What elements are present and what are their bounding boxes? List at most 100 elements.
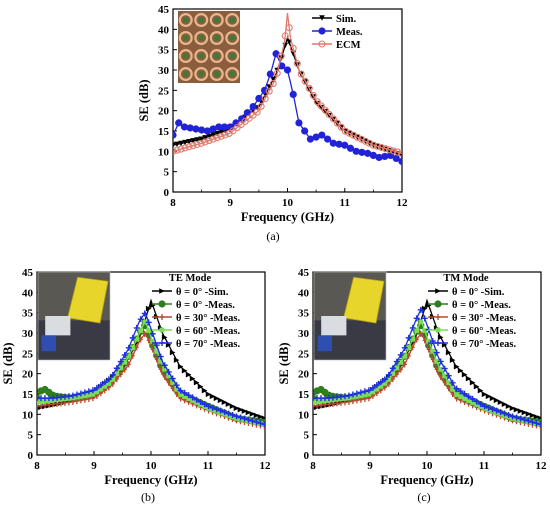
inset-photo-metasurface: [178, 11, 240, 83]
data-point: [422, 337, 427, 344]
data-point: [221, 131, 229, 139]
data-point: [377, 143, 385, 152]
data-point: [117, 358, 124, 365]
data-point: [249, 103, 257, 111]
data-point: [245, 409, 252, 416]
data-point: [357, 135, 365, 143]
y-tick-label: 15: [298, 389, 310, 401]
data-point: [418, 319, 424, 325]
y-tick-label: 5: [164, 167, 170, 179]
legend-title: TE Mode: [169, 273, 212, 284]
data-point: [414, 336, 419, 343]
data-point: [361, 137, 369, 145]
data-point: [157, 353, 164, 360]
data-point: [441, 365, 448, 372]
data-point: [421, 315, 428, 322]
data-point: [386, 380, 391, 387]
data-point: [433, 349, 440, 356]
data-point: [253, 412, 260, 419]
plot-area: [37, 298, 265, 430]
data-point: [489, 406, 496, 413]
data-point: [225, 401, 232, 408]
series-meas: [173, 50, 402, 166]
data-point: [485, 393, 492, 400]
data-point: [301, 127, 309, 135]
series-70-meas: [313, 306, 541, 428]
unit-cell-ring: [209, 13, 224, 27]
y-tick-label: 40: [298, 287, 310, 299]
y-tick-label: 35: [298, 308, 310, 320]
data-point: [182, 394, 188, 399]
legend-label: θ = 0° -Meas.: [452, 300, 511, 311]
data-point: [145, 305, 152, 312]
data-point: [165, 368, 172, 375]
data-point: [285, 24, 293, 32]
data-point: [197, 139, 205, 147]
data-point: [349, 391, 356, 398]
x-tick-label: 9: [228, 197, 234, 209]
data-point: [473, 383, 480, 390]
data-point: [462, 396, 468, 401]
data-point: [253, 419, 260, 426]
data-point: [114, 376, 119, 383]
legend-label: θ = 0° -Sim.: [452, 287, 505, 298]
data-point: [185, 392, 192, 399]
data-point: [142, 319, 148, 325]
data-point: [410, 344, 415, 351]
data-point: [393, 358, 400, 365]
data-point: [197, 398, 204, 405]
unit-cell-ring: [178, 31, 193, 45]
data-point: [237, 406, 244, 413]
data-point: [255, 94, 263, 103]
data-point: [381, 145, 389, 153]
unit-cell-center: [198, 17, 204, 23]
data-point: [81, 389, 88, 396]
unit-cell-ring: [178, 67, 193, 81]
y-tick-label: 0: [164, 187, 170, 199]
data-point: [162, 373, 167, 380]
legend-label: θ = 0° -Sim.: [176, 287, 229, 298]
data-point: [118, 365, 124, 371]
data-point: [206, 133, 212, 140]
data-point: [106, 381, 112, 386]
data-point: [529, 419, 536, 426]
data-point: [237, 414, 244, 421]
data-point: [477, 387, 484, 394]
data-point: [390, 376, 395, 383]
data-point: [42, 398, 48, 404]
data-point: [402, 361, 407, 368]
data-point: [466, 398, 472, 403]
x-tick-label: 8: [170, 197, 176, 209]
data-point: [218, 129, 224, 136]
inset-horn-antenna: [321, 316, 347, 336]
unit-cell-ring: [209, 31, 224, 45]
data-point: [430, 348, 436, 354]
chart-b: 8 9 10 11 12 0 5 10 15 20 25 30 35 40 45 Frequency (GHz…: [1, 267, 271, 504]
data-point: [313, 399, 316, 405]
inset-frame: [37, 271, 111, 361]
data-point: [98, 386, 104, 392]
data-point: [150, 346, 155, 353]
data-point: [202, 135, 208, 141]
data-point: [190, 138, 196, 144]
x-axis-label: Frequency (GHz): [241, 210, 334, 224]
data-point: [373, 382, 380, 389]
data-point: [166, 379, 171, 386]
legend: Sim. Meas. ECM: [312, 14, 363, 51]
data-point: [233, 405, 240, 412]
data-point: [493, 397, 500, 404]
inset-frame: [313, 271, 387, 361]
data-point: [169, 375, 176, 382]
y-tick-label: 5: [304, 430, 310, 442]
data-point: [89, 387, 96, 394]
data-point: [449, 357, 456, 363]
data-point: [430, 356, 435, 363]
data-point: [410, 336, 416, 342]
data-point: [349, 131, 357, 139]
unit-cell-center: [183, 53, 189, 59]
data-point: [178, 140, 184, 147]
data-point: [477, 401, 484, 408]
data-point: [261, 95, 269, 103]
data-point: [382, 381, 388, 386]
plot-area: [173, 13, 402, 166]
